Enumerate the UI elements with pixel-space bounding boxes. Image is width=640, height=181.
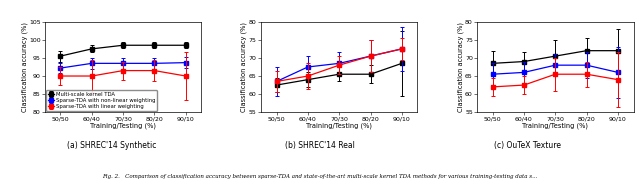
Y-axis label: Classification accuracy (%): Classification accuracy (%): [457, 22, 463, 112]
Y-axis label: Classification accuracy (%): Classification accuracy (%): [21, 22, 28, 112]
X-axis label: Training/Testing (%): Training/Testing (%): [522, 123, 588, 129]
X-axis label: Training/Testing (%): Training/Testing (%): [306, 123, 372, 129]
Text: (a) SHREC'14 Synthetic: (a) SHREC'14 Synthetic: [67, 141, 157, 150]
Text: (c) OuTeX Texture: (c) OuTeX Texture: [495, 141, 561, 150]
Text: (b) SHREC'14 Real: (b) SHREC'14 Real: [285, 141, 355, 150]
Legend: Multi-scale kernel TDA, Sparse-TDA with non-linear weighting, Sparse-TDA with li: Multi-scale kernel TDA, Sparse-TDA with …: [46, 90, 157, 111]
Text: Fig. 2.   Comparison of classification accuracy between sparse-TDA and state-of-: Fig. 2. Comparison of classification acc…: [102, 174, 538, 179]
Y-axis label: Classification accuracy (%): Classification accuracy (%): [241, 22, 248, 112]
X-axis label: Training/Testing (%): Training/Testing (%): [90, 123, 156, 129]
